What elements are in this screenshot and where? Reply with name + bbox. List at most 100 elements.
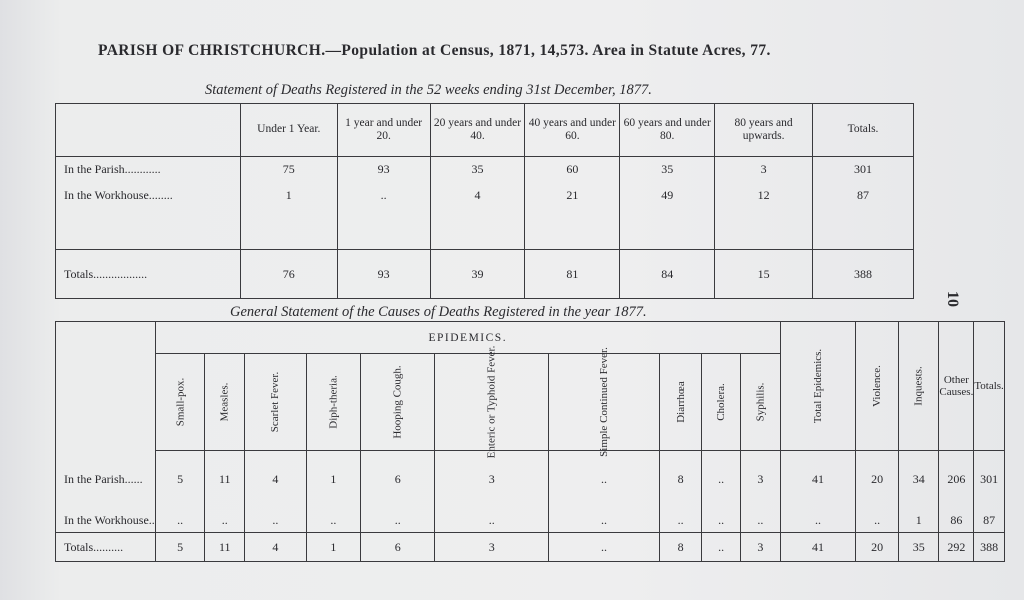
spacer-cell <box>714 209 813 250</box>
table-cell: .. <box>548 450 660 509</box>
table-cell: 5 <box>154 450 205 509</box>
table-cell: .. <box>434 508 549 533</box>
table-cell: 20 <box>855 450 899 509</box>
causes-table-caption: General Statement of the Causes of Death… <box>230 304 647 320</box>
column-header: Enteric or Typhoid Fever. <box>434 346 549 458</box>
table-cell: 41 <box>779 532 856 562</box>
table-cell: .. <box>701 532 741 562</box>
table-cell: 1 <box>305 450 361 509</box>
column-header: 80 years and upwards. <box>714 103 813 157</box>
row-label: In the Workhouse........ <box>64 188 173 203</box>
row-label: In the Workhouse.. <box>64 512 155 527</box>
table-cell: 388 <box>973 532 1005 562</box>
table-cell: .. <box>244 508 307 533</box>
column-header: Violence. <box>855 321 899 451</box>
column-header: Totals. <box>973 321 1005 451</box>
table-cell: 35 <box>429 156 525 183</box>
header-blank <box>55 103 241 157</box>
column-header: Other Causes. <box>938 321 974 451</box>
row-label: In the Parish...... <box>64 472 143 486</box>
epidemics-group-header: EPIDEMICS. <box>154 321 781 354</box>
group-header-row: EPIDEMICS. Total Epidemics. Violence. In… <box>56 321 1005 451</box>
table-cell: 11 <box>204 450 245 509</box>
column-header-text: Measles. <box>218 382 231 422</box>
table-cell: 292 <box>938 532 974 562</box>
column-header-text: Violence. <box>871 365 884 407</box>
column-header-text: Simple Continued Fever. <box>597 347 610 457</box>
table-cell: .. <box>658 508 702 533</box>
table-row: In the Workhouse.. .. .. .. .. .. .. .. … <box>56 508 1005 533</box>
table-cell: 39 <box>429 249 525 299</box>
table-cell: 35 <box>897 532 939 562</box>
column-header: Syphilis. <box>739 353 781 451</box>
page-title: PARISH OF CHRISTCHURCH.—Population at Ce… <box>98 42 771 59</box>
table-cell: 3 <box>739 450 781 509</box>
table-cell: 1 <box>239 182 338 210</box>
table-cell: 60 <box>524 156 620 183</box>
table-cell: 12 <box>714 182 813 210</box>
column-header-text: Enteric or Typhoid Fever. <box>485 345 498 459</box>
row-label: In the Parish............ <box>64 162 161 177</box>
table-cell: 1 <box>305 532 361 562</box>
column-header: Diarrhœa <box>658 353 702 451</box>
table-cell: 301 <box>973 450 1005 509</box>
table-cell: 86 <box>938 508 974 533</box>
table-cell: .. <box>701 508 741 533</box>
deaths-by-age-table: Under 1 Year. 1 year and under 20. 20 ye… <box>55 103 914 299</box>
table-cell: 93 <box>336 156 431 183</box>
table-cell: 75 <box>239 156 338 183</box>
causes-of-deaths-table: EPIDEMICS. Total Epidemics. Violence. In… <box>55 321 1005 562</box>
header-row: Small-pox. Measles. Scarlet Fever. Diph-… <box>56 346 1005 458</box>
row-label: Totals.................. <box>55 249 241 299</box>
table-cell: .. <box>154 508 205 533</box>
column-header-text: Hooping Cough. <box>391 365 404 439</box>
column-header: Diph-theria. <box>305 353 361 451</box>
table-cell: .. <box>548 532 660 562</box>
table-cell: .. <box>548 508 660 533</box>
table-cell: 4 <box>429 182 525 210</box>
column-header: 40 years and under 60. <box>524 103 620 157</box>
spacer-cell <box>812 209 914 250</box>
table-cell: 81 <box>524 249 620 299</box>
table-cell: 8 <box>658 450 702 509</box>
table-cell: 21 <box>524 182 620 210</box>
table-cell: 6 <box>360 450 435 509</box>
column-header: 1 year and under 20. <box>336 103 431 157</box>
column-header: Simple Continued Fever. <box>548 347 660 457</box>
column-header-text: Syphilis. <box>754 382 767 422</box>
table-cell: 87 <box>973 508 1005 533</box>
totals-row: Totals.......... 5 11 4 1 6 3 .. 8 .. 3 … <box>55 532 1005 562</box>
column-header: Measles. <box>204 353 245 451</box>
row-label: Totals.......... <box>55 532 156 562</box>
column-header-text: Diph-theria. <box>327 375 340 429</box>
table-cell: 6 <box>360 532 435 562</box>
spacer-cell <box>619 209 715 250</box>
table-cell: 3 <box>739 532 781 562</box>
spacer-cell <box>56 209 241 250</box>
table-cell: 3 <box>714 156 813 183</box>
column-header-text: Cholera. <box>715 383 728 421</box>
table-cell: 87 <box>812 182 914 210</box>
table-cell: 3 <box>434 532 549 562</box>
table-cell: .. <box>336 182 431 210</box>
table-cell: .. <box>360 508 435 533</box>
totals-row: Totals.................. 76 93 39 81 84 … <box>55 249 914 299</box>
column-header: Small-pox. <box>154 353 205 451</box>
table-cell: 4 <box>244 532 307 562</box>
column-header: Scarlet Fever. <box>244 353 307 451</box>
column-header-text: Total Epidemics. <box>811 348 824 424</box>
column-header: Total Epidemics. <box>779 321 856 451</box>
table-cell: 1 <box>897 508 939 533</box>
spacer-cell <box>336 209 431 250</box>
column-header: Totals. <box>812 103 914 157</box>
table-cell: 206 <box>938 450 974 509</box>
table-cell: 20 <box>855 532 899 562</box>
table-cell: .. <box>739 508 781 533</box>
table-cell: .. <box>855 508 899 533</box>
table-cell: 35 <box>619 156 715 183</box>
column-header: Hooping Cough. <box>360 353 435 451</box>
spacer-row <box>56 209 914 250</box>
table-cell: 41 <box>779 450 856 509</box>
table-cell: 3 <box>434 450 549 509</box>
